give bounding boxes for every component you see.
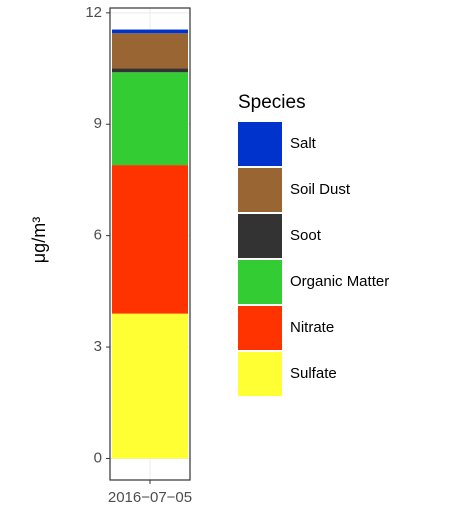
- panel-border: [109, 7, 191, 481]
- bar-segment: [112, 72, 188, 166]
- legend-label: Soot: [290, 227, 322, 244]
- legend-label: Organic Matter: [290, 273, 389, 290]
- bar-segment: [112, 68, 188, 73]
- y-tick-label: 6: [94, 227, 102, 244]
- y-tick-label: 0: [94, 449, 102, 466]
- legend-key: [238, 122, 282, 166]
- legend-title: Species: [238, 92, 306, 113]
- y-tick-label: 9: [94, 115, 102, 132]
- bar-segment: [112, 33, 188, 69]
- legend-key: [238, 352, 282, 396]
- legend-key: [238, 260, 282, 304]
- legend-label: Nitrate: [290, 319, 334, 336]
- bar-segment: [112, 313, 188, 459]
- legend-label: Sulfate: [290, 365, 337, 382]
- y-tick-label: 3: [94, 338, 102, 355]
- bar-segment: [112, 165, 188, 314]
- legend-label: Soil Dust: [290, 181, 351, 198]
- legend-label: Salt: [290, 135, 317, 152]
- bar-segment: [112, 29, 188, 34]
- y-tick-label: 12: [85, 4, 102, 21]
- legend-key: [238, 214, 282, 258]
- legend-key: [238, 306, 282, 350]
- y-axis-label: μg/m³: [29, 217, 49, 263]
- x-tick-label: 2016−07−05: [108, 489, 192, 506]
- legend-key: [238, 168, 282, 212]
